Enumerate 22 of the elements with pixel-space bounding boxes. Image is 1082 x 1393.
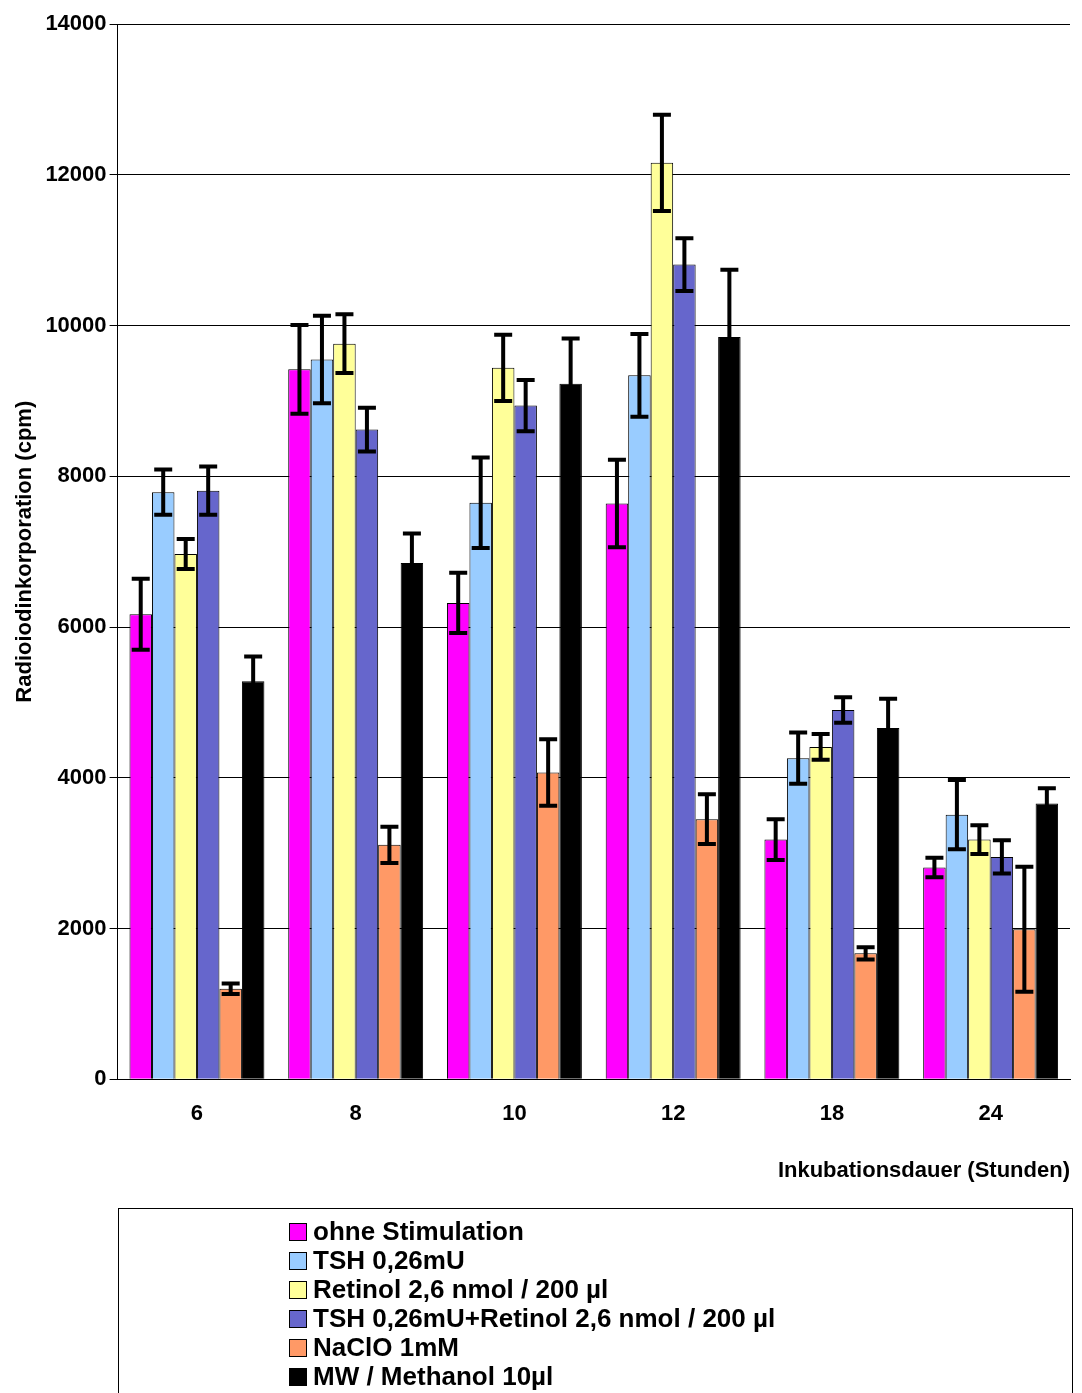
legend-label: Retinol 2,6 nmol / 200 µl xyxy=(313,1274,609,1304)
legend-label: ohne Stimulation xyxy=(313,1216,524,1246)
x-axis-title: Inkubationsdauer (Stunden) xyxy=(777,1156,1070,1182)
y-tick-label: 2000 xyxy=(57,914,107,940)
y-tick-label: 10000 xyxy=(45,311,107,337)
y-tick-label: 0 xyxy=(94,1065,107,1091)
y-tick-label: 8000 xyxy=(57,462,107,488)
y-tick-label: 12000 xyxy=(45,160,107,186)
x-tick-label: 8 xyxy=(349,1100,362,1126)
legend-label: NaClO 1mM xyxy=(313,1332,459,1362)
x-tick-label: 12 xyxy=(660,1100,686,1126)
x-tick-label: 24 xyxy=(978,1100,1004,1126)
x-tick-label: 6 xyxy=(190,1100,204,1126)
y-tick-label: 4000 xyxy=(57,763,107,789)
legend-label: MW / Methanol 10µl xyxy=(313,1361,554,1391)
y-axis-title: Radioiodinkorporation (cpm) xyxy=(11,400,37,703)
legend-label: TSH 0,26mU xyxy=(313,1245,465,1275)
legend-label: TSH 0,26mU+Retinol 2,6 nmol / 200 µl xyxy=(313,1303,776,1333)
x-tick-label: 18 xyxy=(819,1100,845,1126)
x-tick-label: 10 xyxy=(502,1100,527,1126)
y-tick-label: 6000 xyxy=(57,613,107,639)
y-tick-label: 14000 xyxy=(45,10,107,36)
